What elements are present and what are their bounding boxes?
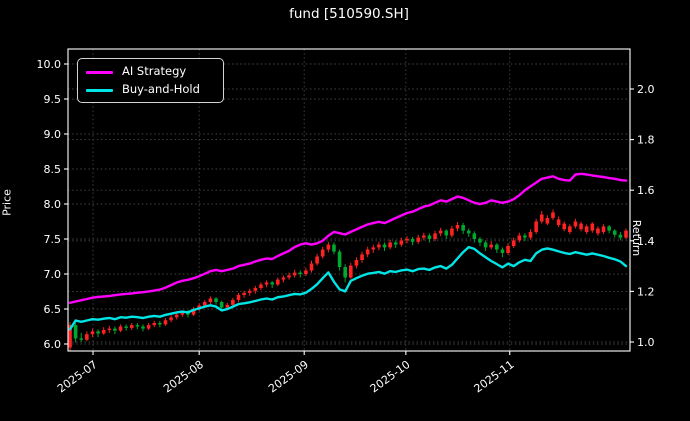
tick-label: 9.0 — [44, 128, 62, 141]
tick-label: 1.0 — [637, 336, 655, 349]
plot-frame — [67, 48, 631, 352]
legend-entry-ai-strategy: AI Strategy — [86, 64, 223, 81]
tick-label: 8.5 — [44, 163, 62, 176]
buy-and-hold-line — [68, 245, 628, 331]
tick-label: 7.0 — [44, 268, 62, 281]
buy-and-hold-line-swatch — [86, 88, 113, 92]
legend: AI Strategy Buy-and-Hold — [77, 58, 224, 103]
tick-label: 1.8 — [637, 134, 655, 147]
legend-label: Buy-and-Hold — [122, 82, 200, 97]
tick-label: 2025-07 — [55, 358, 100, 396]
candles-group — [68, 209, 628, 351]
axis-tick-labels: 6.0 6.5 7.0 7.5 8.0 8.5 9.0 9.5 10.0 1.0 1.2 1.4 1.6… — [37, 58, 655, 395]
axis-ticks — [64, 63, 634, 355]
legend-label: AI Strategy — [122, 64, 187, 79]
tick-label: 6.0 — [44, 338, 62, 351]
ai-strategy-line — [68, 172, 628, 304]
tick-label: 2025-11 — [472, 358, 517, 396]
legend-entry-buy-and-hold: Buy-and-Hold — [86, 82, 223, 99]
chart-title: fund [510590.SH] — [289, 6, 409, 22]
tick-label: 8.0 — [44, 198, 62, 211]
tick-label: 9.5 — [44, 93, 62, 106]
tick-label: 1.2 — [637, 285, 655, 298]
tick-label: 1.4 — [637, 235, 655, 248]
tick-label: 7.5 — [44, 233, 62, 246]
tick-label: 1.6 — [637, 184, 655, 197]
tick-label: 2025-09 — [266, 358, 311, 396]
tick-label: 2025-08 — [161, 358, 206, 396]
ai-strategy-line-swatch — [86, 70, 113, 74]
tick-label: 10.0 — [37, 58, 62, 71]
tick-label: 2.0 — [637, 83, 655, 96]
tick-label: 2025-10 — [368, 358, 413, 396]
tick-label: 6.5 — [44, 303, 62, 316]
